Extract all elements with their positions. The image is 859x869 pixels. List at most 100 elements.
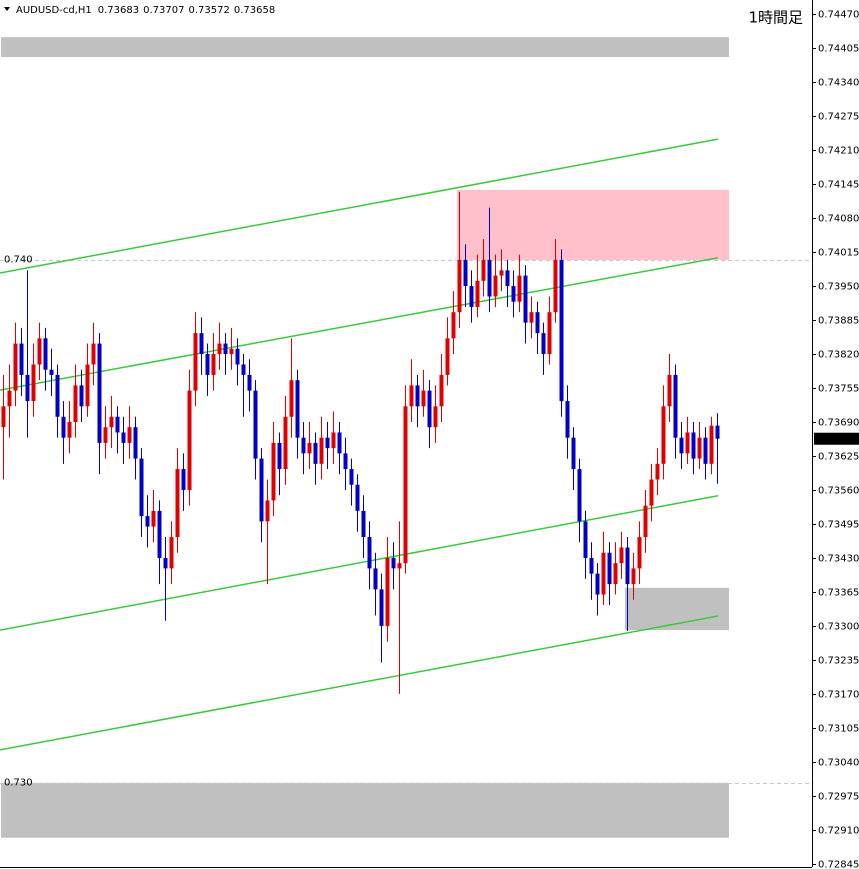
header-open: 0.73683 xyxy=(98,5,139,16)
candle-body xyxy=(169,537,174,569)
candle-body xyxy=(577,469,582,522)
candle-body xyxy=(409,385,414,407)
y-tick-label: 0.73690 xyxy=(818,418,859,429)
candle-body xyxy=(211,354,216,375)
candle-body xyxy=(337,432,342,454)
candle-body xyxy=(217,343,222,355)
y-tick-label: 0.73560 xyxy=(818,486,859,497)
candle-body xyxy=(685,432,690,454)
candle-body xyxy=(7,390,12,407)
trend-line xyxy=(0,494,719,631)
candle-body xyxy=(1,406,6,428)
candle-body xyxy=(445,338,450,375)
candle-body xyxy=(595,573,600,595)
y-tick-label: 0.73430 xyxy=(818,554,859,565)
y-tick-label: 0.73755 xyxy=(818,384,859,395)
candle-body xyxy=(553,259,558,313)
candle-body xyxy=(103,427,108,443)
y-tick-label: 0.73625 xyxy=(818,452,859,463)
candle-body xyxy=(73,385,78,422)
trend-line xyxy=(0,138,719,274)
y-tick-label: 0.74145 xyxy=(818,180,859,191)
candle-body xyxy=(55,374,60,417)
candle-body xyxy=(133,427,138,459)
y-tick-label: 0.72910 xyxy=(818,826,859,837)
candle-body xyxy=(457,259,462,313)
candle-body xyxy=(145,516,150,527)
candle-body xyxy=(187,390,192,490)
candle-body xyxy=(67,421,72,438)
candle-body xyxy=(271,442,276,501)
candle-body xyxy=(625,547,630,585)
candle-body xyxy=(571,437,576,470)
candle-body xyxy=(499,270,504,276)
candle-body xyxy=(391,557,396,569)
candle-body xyxy=(559,259,564,402)
candle-body xyxy=(247,374,252,391)
candle-body xyxy=(13,343,18,391)
candle-body xyxy=(49,369,54,375)
y-tick-label: 0.73950 xyxy=(818,282,859,293)
candle-body xyxy=(163,557,168,569)
y-tick-label: 0.73040 xyxy=(818,758,859,769)
candle-body xyxy=(481,259,486,281)
candle-body xyxy=(679,437,684,454)
candle-body xyxy=(307,442,312,454)
candle-body xyxy=(373,568,378,590)
candle-body xyxy=(277,442,282,470)
candle-body xyxy=(691,432,696,459)
candle-body xyxy=(517,275,522,302)
y-tick-label: 0.74080 xyxy=(818,214,859,225)
y-tick-label: 0.72975 xyxy=(818,792,859,803)
zone xyxy=(1,782,729,838)
candle-body xyxy=(613,563,618,585)
candle-body xyxy=(127,427,132,443)
candle-body xyxy=(403,406,408,564)
header-close: 0.73658 xyxy=(234,5,275,16)
candle-body xyxy=(607,552,612,585)
last-price-label: 0.73658 xyxy=(818,434,859,445)
candle-body xyxy=(199,333,204,355)
symbol: AUDUSD-cd,H1 xyxy=(16,5,92,16)
candle-body xyxy=(61,416,66,438)
y-tick-label: 0.74210 xyxy=(818,146,859,157)
candle-body xyxy=(121,432,126,443)
candle-body xyxy=(229,348,234,355)
candle-body xyxy=(397,563,402,569)
candle-body xyxy=(661,406,666,464)
candle-body xyxy=(541,333,546,355)
candle-body xyxy=(343,453,348,470)
candle-body xyxy=(301,437,306,454)
header: AUDUSD-cd,H1 0.73683 0.73707 0.73572 0.73658 xyxy=(16,5,275,16)
trend-line xyxy=(0,257,719,391)
candle-body xyxy=(529,312,534,323)
y-tick-label: 0.72845 xyxy=(818,860,859,869)
candle-body xyxy=(223,343,228,355)
candle-body xyxy=(421,390,426,407)
candle-body xyxy=(241,364,246,375)
chart-title: 1時間足 xyxy=(748,9,803,27)
candle-body xyxy=(193,333,198,391)
candle-body xyxy=(85,364,90,407)
candle-body xyxy=(433,406,438,428)
candle-body xyxy=(283,416,288,470)
candle-body xyxy=(109,416,114,428)
candle-body xyxy=(319,437,324,464)
candle-body xyxy=(79,385,84,407)
menu-triangle[interactable] xyxy=(4,7,10,11)
candle-body xyxy=(355,484,360,511)
last-price-tag xyxy=(814,432,859,445)
candle-body xyxy=(565,401,570,438)
candle-body xyxy=(19,343,24,375)
candle-body xyxy=(547,312,552,355)
candle-body xyxy=(535,312,540,334)
candle-body xyxy=(703,437,708,464)
candle-body xyxy=(583,521,588,558)
y-tick-label: 0.73105 xyxy=(818,724,859,735)
candle-body xyxy=(97,343,102,443)
candle-body xyxy=(523,275,528,323)
candle-body xyxy=(643,505,648,538)
candle-body xyxy=(253,390,258,459)
candle-body xyxy=(475,280,480,307)
candle-body xyxy=(175,469,180,538)
